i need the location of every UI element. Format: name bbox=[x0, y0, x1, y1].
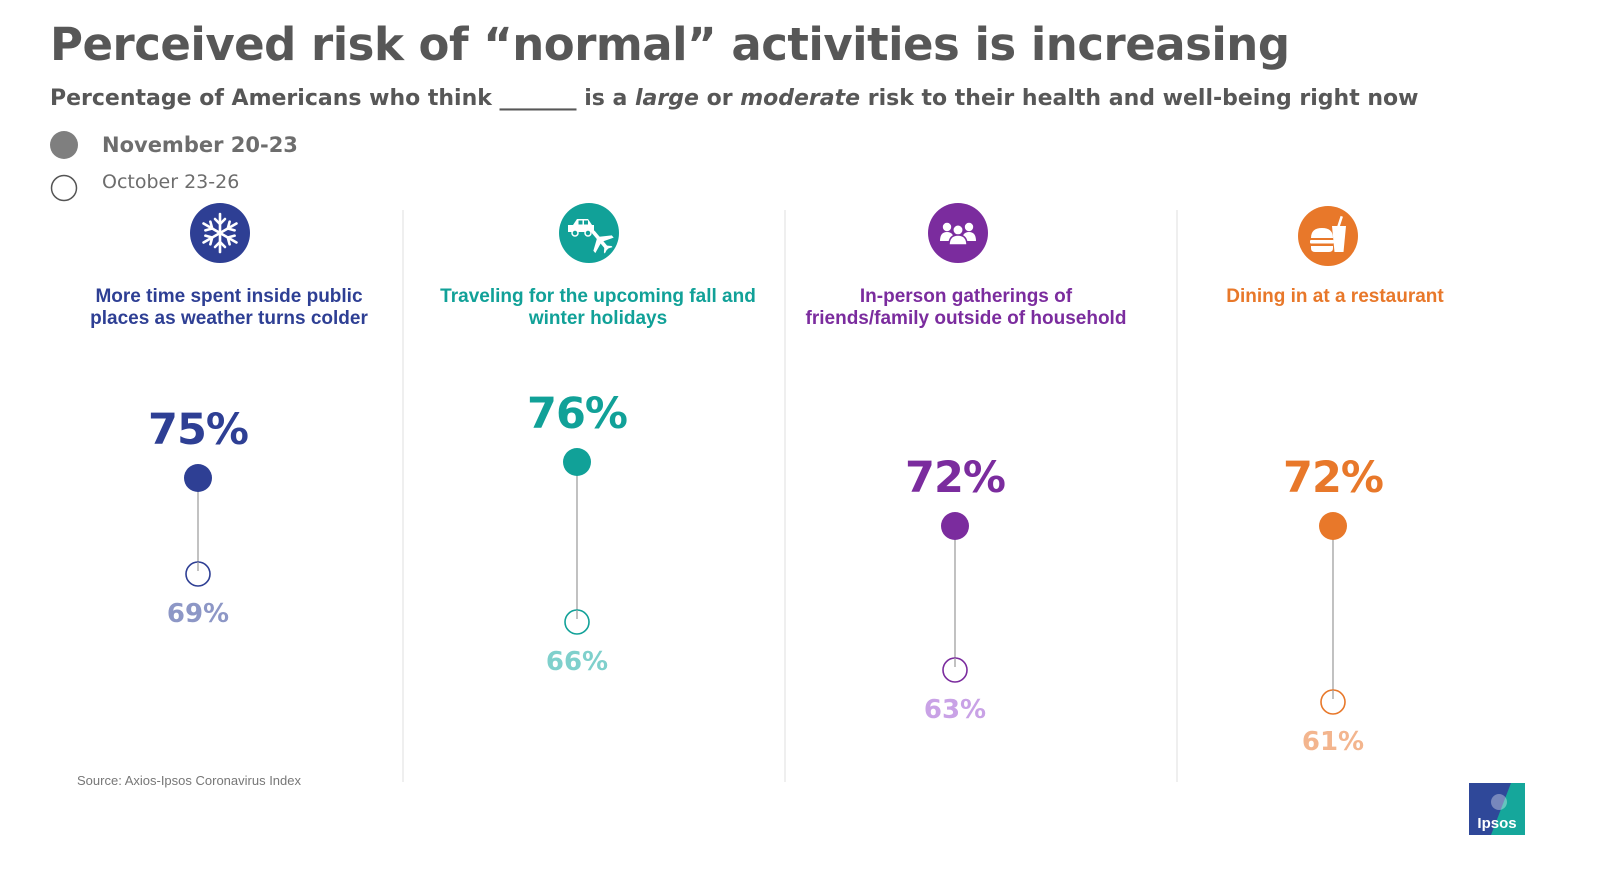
car-plane-icon bbox=[559, 203, 619, 263]
current-value-marker bbox=[941, 512, 969, 540]
legend-label-prior: October 23-26 bbox=[102, 171, 240, 193]
subtitle-emphasis-large: large bbox=[635, 86, 699, 111]
category-label: Traveling for the upcoming fall and winte… bbox=[418, 286, 778, 330]
current-value-label: 72% bbox=[905, 453, 1006, 503]
category-label: In-person gatherings of friends/family ou… bbox=[786, 286, 1146, 330]
category-label-line: Dining in at a restaurant bbox=[1226, 286, 1444, 307]
subtitle-text-or: or bbox=[698, 86, 741, 111]
category-label-line: Traveling for the upcoming fall and bbox=[440, 286, 756, 307]
category-label-line: places as weather turns colder bbox=[90, 308, 368, 329]
category-label-line: friends/family outside of household bbox=[805, 308, 1127, 329]
category-label-line: More time spent inside public bbox=[95, 286, 363, 307]
subtitle-emphasis-moderate: moderate bbox=[740, 86, 861, 111]
category-label: Dining in at a restaurant bbox=[1155, 286, 1515, 308]
subtitle-text-end: risk to their health and well-being righ… bbox=[860, 86, 1419, 111]
legend-marker-prior bbox=[50, 174, 78, 202]
legend-label-current: November 20-23 bbox=[102, 133, 298, 157]
current-value-label: 76% bbox=[527, 389, 628, 439]
prior-value-label: 66% bbox=[545, 647, 609, 677]
prior-value-label: 69% bbox=[166, 599, 230, 629]
category-label-line: winter holidays bbox=[528, 308, 668, 329]
current-value-marker bbox=[563, 448, 591, 476]
ipsos-logo: Ipsos bbox=[1469, 783, 1525, 835]
chart-marks bbox=[184, 448, 1347, 715]
ipsos-logo-icon bbox=[1469, 783, 1525, 835]
column-dividers bbox=[402, 210, 1178, 782]
category-label: More time spent inside public places as w… bbox=[49, 286, 409, 330]
legend-markers bbox=[50, 131, 78, 202]
current-value-marker bbox=[1319, 512, 1347, 540]
category-label-line: In-person gatherings of bbox=[859, 286, 1073, 307]
subtitle-text-start: Percentage of Americans who think ______… bbox=[50, 86, 636, 111]
logo-text: Ipsos bbox=[1477, 815, 1517, 832]
current-value-label: 72% bbox=[1283, 453, 1384, 503]
page-subtitle: Percentage of Americans who think ______… bbox=[50, 86, 1418, 111]
people-group-icon bbox=[928, 203, 988, 263]
current-value-label: 75% bbox=[148, 405, 249, 455]
prior-value-label: 61% bbox=[1301, 727, 1365, 757]
snowflake-icon bbox=[190, 203, 250, 263]
current-value-marker bbox=[184, 464, 212, 492]
page-title: Perceived risk of “normal” activities is… bbox=[50, 18, 1290, 71]
source-note: Source: Axios-Ipsos Coronavirus Index bbox=[77, 773, 301, 788]
fast-food-icon bbox=[1298, 206, 1358, 266]
prior-value-label: 63% bbox=[923, 695, 987, 725]
legend-marker-current bbox=[50, 131, 78, 159]
